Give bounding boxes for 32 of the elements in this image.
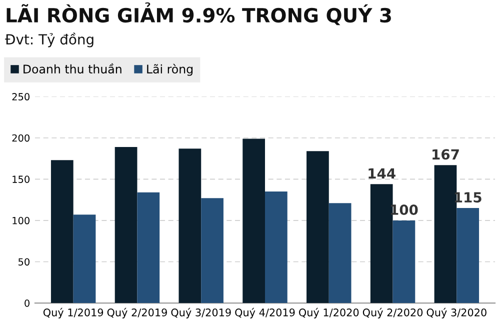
y-tick-label: 100 [12, 216, 30, 224]
bar [73, 214, 96, 304]
bar [201, 198, 224, 304]
bar [328, 203, 352, 304]
bar [137, 192, 160, 304]
legend-label: Doanh thu thuần [24, 63, 122, 74]
x-tick-label: Quý 3/2020 [426, 308, 486, 318]
bar [392, 220, 416, 304]
data-label: 167 [432, 149, 459, 160]
y-tick-label: 50 [18, 258, 30, 266]
data-label: 144 [368, 168, 396, 178]
legend-label: Lãi ròng [147, 64, 193, 76]
bar [50, 160, 74, 304]
y-tick-label: 150 [12, 176, 30, 183]
y-tick-label: 200 [12, 134, 30, 142]
chart-title: LÃI RÒNG GIẢM 9.9% TRONG QUÝ 3 [6, 2, 391, 26]
bar [242, 138, 265, 304]
bar [456, 208, 480, 304]
x-tick-label: Quý 4/2019 [235, 308, 295, 318]
y-tick-label: 0 [24, 300, 30, 307]
bar [370, 184, 393, 304]
chart-subtitle: Đvt: Tỷ đồng [5, 32, 94, 48]
x-tick-label: Quý 1/2019 [43, 308, 104, 318]
bar [114, 146, 138, 304]
y-tick-label: 250 [12, 93, 30, 100]
bar [265, 192, 288, 304]
bar [178, 148, 202, 304]
bar [306, 151, 329, 304]
x-tick-label: Quý 1/2020 [299, 308, 359, 318]
x-tick-label: Quý 2/2020 [362, 308, 423, 318]
x-tick-label: Quý 2/2019 [107, 308, 167, 318]
x-tick-label: Quý 3/2019 [171, 308, 231, 318]
